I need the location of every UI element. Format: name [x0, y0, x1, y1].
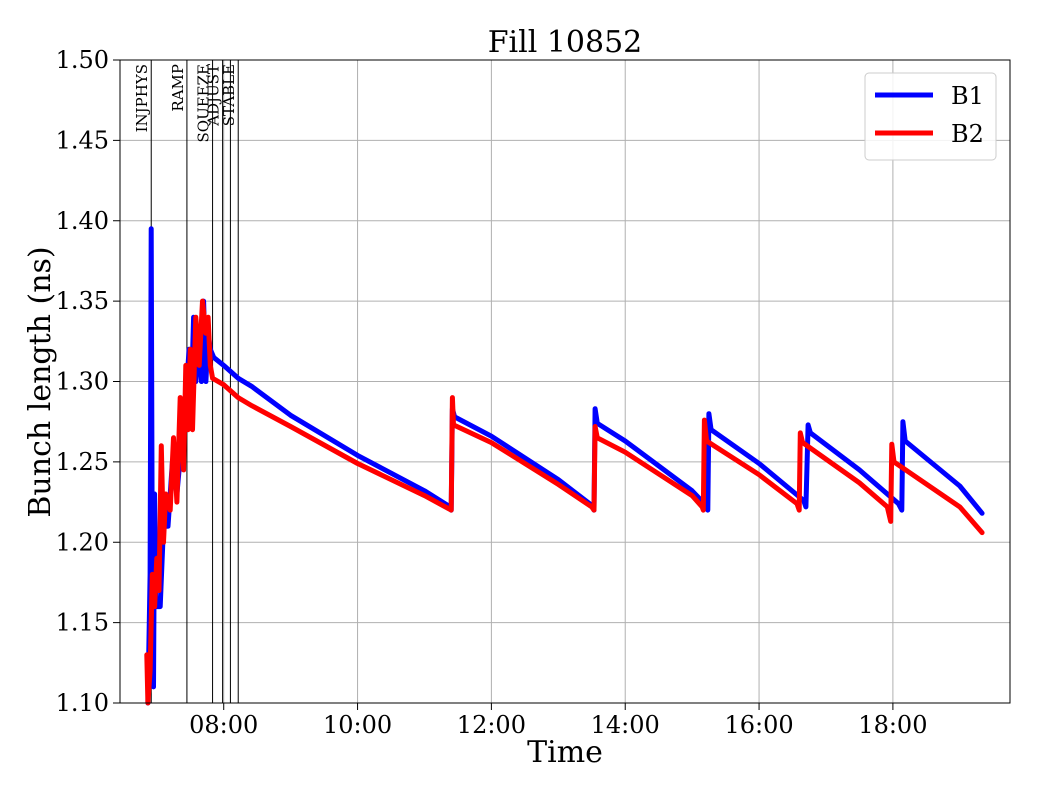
- legend-label-b2: B2: [951, 120, 984, 148]
- y-axis-label: Bunch length (ns): [23, 246, 58, 517]
- legend-label-b1: B1: [951, 82, 984, 110]
- series-layer: [144, 226, 985, 706]
- y-tick-label: 1.15: [56, 609, 109, 637]
- x-tick-label: 16:00: [724, 711, 793, 739]
- x-tick-label: 14:00: [591, 711, 660, 739]
- x-tick-label: 18:00: [858, 711, 927, 739]
- y-tick-label: 1.50: [56, 46, 109, 74]
- phase-label: RAMP: [169, 64, 187, 112]
- y-tick-label: 1.35: [56, 287, 109, 315]
- chart-title: Fill 10852: [488, 25, 643, 60]
- y-tick-label: 1.25: [56, 448, 109, 476]
- grid: [120, 60, 1010, 703]
- y-tick-label: 1.40: [56, 207, 109, 235]
- y-tick-label: 1.20: [56, 528, 109, 556]
- y-tick-label: 1.45: [56, 126, 109, 154]
- series-line-b2: [144, 298, 985, 706]
- legend: B1 B2: [864, 72, 997, 161]
- y-tick-label: 1.10: [56, 689, 109, 717]
- x-tick-label: 10:00: [323, 711, 392, 739]
- x-axis-label: Time: [527, 735, 603, 770]
- series-line-b1: [145, 226, 985, 706]
- phase-label: STABLE: [220, 64, 238, 126]
- x-tick-label: 08:00: [189, 711, 258, 739]
- axis-ticks: 1.10 1.15 1.20 1.25 1.30 1.35 1.40 1.45 1.50 08:0…: [56, 46, 928, 739]
- y-tick-label: 1.30: [56, 368, 109, 396]
- phase-label: ADJUST: [205, 64, 223, 127]
- phase-label: SQUEEZE: [195, 64, 213, 143]
- phase-label: INJPHYS: [133, 64, 151, 132]
- x-tick-label: 12:00: [457, 711, 526, 739]
